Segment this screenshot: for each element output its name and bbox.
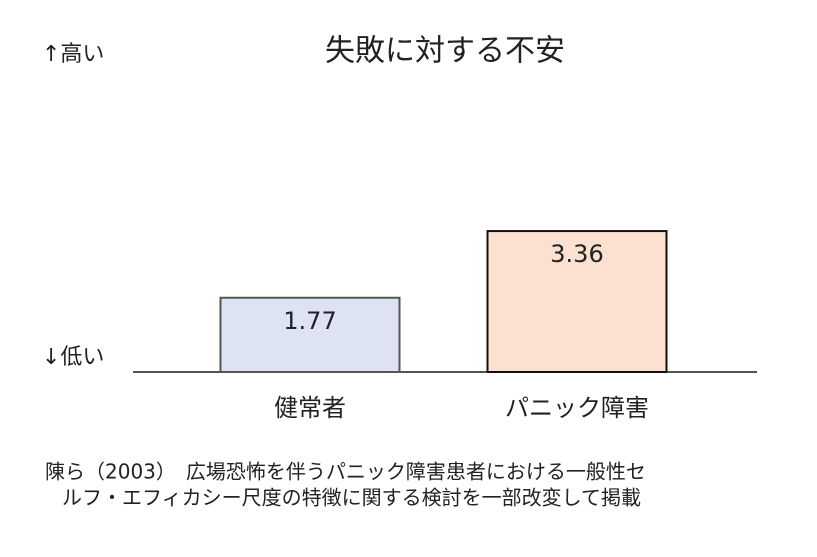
value-label: 1.77 bbox=[283, 307, 336, 335]
note-line: 陳ら（2003） 広場恐怖を伴うパニック障害患者における一般性セ bbox=[45, 460, 646, 484]
low-label: ↓低い bbox=[42, 345, 104, 370]
chart-title: 失敗に対する不安 bbox=[325, 34, 565, 69]
high-label: ↑高い bbox=[42, 42, 104, 67]
bar bbox=[219, 296, 401, 373]
note-line: ルフ・エフィカシー尺度の特徴に関する検討を一部改変して掲載 bbox=[62, 486, 641, 510]
bar bbox=[486, 230, 668, 373]
x-tick-label: 健常者 bbox=[274, 394, 346, 422]
x-tick-label: パニック障害 bbox=[505, 394, 649, 422]
value-label: 3.36 bbox=[550, 240, 603, 268]
